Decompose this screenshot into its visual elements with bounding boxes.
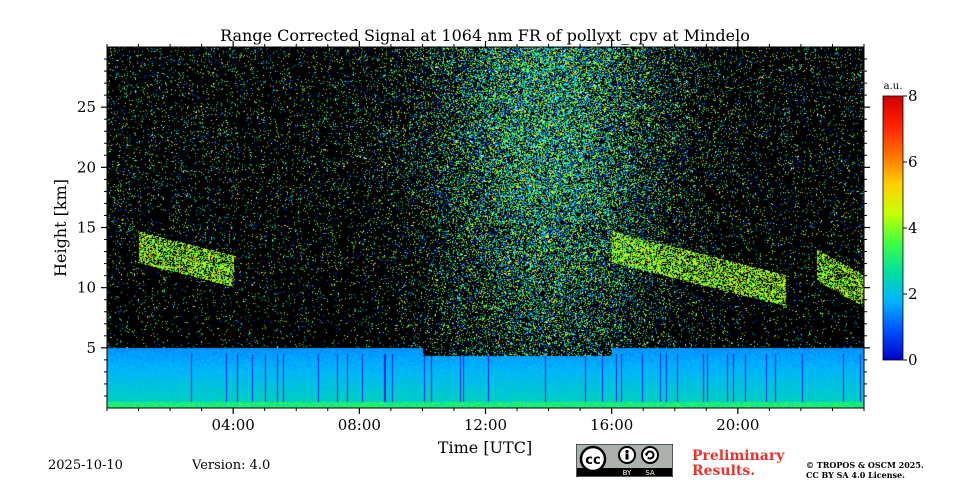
chart-title: Range Corrected Signal at 1064 nm FR of … bbox=[220, 26, 750, 45]
svg-text:cc: cc bbox=[585, 453, 600, 468]
colorbar bbox=[882, 95, 904, 361]
colorbar-tick-label: 6 bbox=[908, 153, 918, 171]
x-tick-label: 08:00 bbox=[338, 416, 381, 434]
axes: 04:00 08:00 12:00 16:00 20:00 5 10 15 20 25 bbox=[77, 41, 870, 434]
y-tick-label: 10 bbox=[77, 279, 96, 297]
y-tick-label: 20 bbox=[77, 158, 96, 176]
signal-heatmap bbox=[107, 47, 864, 408]
preliminary-line-2: Results. bbox=[692, 463, 756, 479]
svg-text:BY: BY bbox=[623, 469, 632, 477]
version-label: Version: 4.0 bbox=[192, 458, 271, 473]
x-tick-label: 12:00 bbox=[464, 416, 507, 434]
colorbar-ticks: 0 2 4 6 8 bbox=[903, 87, 918, 369]
preliminary-line-1: Preliminary bbox=[692, 448, 785, 464]
cc-license-badge: cc BY SA bbox=[576, 444, 673, 477]
colorbar-tick-label: 2 bbox=[908, 285, 918, 303]
x-tick-label: 04:00 bbox=[212, 416, 255, 434]
x-axis-label: Time [UTC] bbox=[438, 438, 532, 457]
svg-text:SA: SA bbox=[645, 469, 655, 477]
colorbar-tick-label: 4 bbox=[908, 219, 918, 237]
license-text: © TROPOS & OSCM 2025. CC BY SA 4.0 Licen… bbox=[806, 460, 924, 480]
y-tick-label: 15 bbox=[77, 219, 96, 237]
share-alike-icon bbox=[641, 446, 659, 464]
x-tick-label: 16:00 bbox=[590, 416, 633, 434]
colorbar-tick-label: 8 bbox=[908, 87, 918, 105]
license-line-2: CC BY SA 4.0 License. bbox=[806, 470, 905, 480]
y-tick-label: 5 bbox=[86, 339, 96, 357]
colorbar-label: a.u. bbox=[884, 81, 903, 92]
date-label: 2025-10-10 bbox=[48, 458, 123, 473]
license-line-1: © TROPOS & OSCM 2025. bbox=[806, 460, 924, 470]
colorbar-tick-label: 0 bbox=[908, 351, 918, 369]
cc-icon bbox=[579, 445, 607, 473]
preliminary-note: Preliminary Results. bbox=[692, 449, 784, 479]
y-tick-label: 25 bbox=[77, 98, 96, 116]
x-tick-label: 20:00 bbox=[716, 416, 759, 434]
y-axis-label: Height [km] bbox=[51, 179, 70, 277]
